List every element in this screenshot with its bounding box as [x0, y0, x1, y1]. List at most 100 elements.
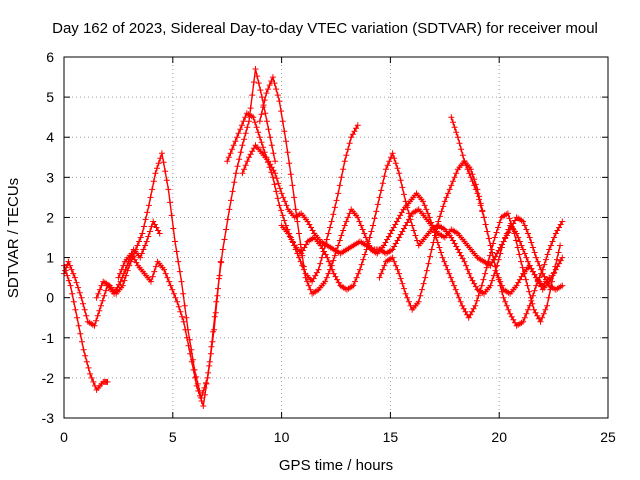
data-point-marker	[67, 282, 74, 289]
data-point-marker	[487, 282, 494, 289]
data-point-marker	[553, 256, 560, 263]
data-point-marker	[170, 290, 177, 297]
data-point-marker	[493, 229, 500, 236]
data-point-marker	[451, 282, 457, 289]
x-tick-label: 10	[274, 429, 290, 445]
data-point-marker	[229, 146, 236, 153]
data-point-marker	[180, 290, 187, 297]
data-point-marker	[394, 165, 401, 172]
data-point-marker	[533, 282, 540, 289]
series-layer	[61, 66, 566, 409]
data-point-marker	[376, 194, 383, 201]
data-point-marker	[358, 261, 365, 268]
data-point-marker	[237, 149, 244, 156]
data-point-marker	[325, 258, 332, 265]
data-point-marker	[381, 262, 388, 269]
data-point-marker	[181, 302, 188, 309]
data-point-marker	[147, 194, 154, 201]
data-point-marker	[471, 182, 478, 189]
data-point-marker	[140, 246, 147, 253]
data-point-marker	[145, 233, 152, 240]
data-point-marker	[74, 314, 81, 321]
data-point-marker	[541, 261, 548, 268]
data-point-marker	[474, 190, 481, 197]
data-point-marker	[317, 260, 324, 267]
data-point-marker	[354, 214, 361, 221]
data-point-marker	[401, 285, 407, 292]
x-axis-label: GPS time / hours	[279, 457, 393, 474]
data-point-marker	[278, 207, 285, 214]
series-track-c	[93, 150, 224, 401]
data-point-marker	[559, 282, 566, 289]
data-point-marker	[481, 214, 487, 221]
plot-frame	[63, 56, 609, 419]
data-point-marker	[514, 244, 521, 251]
data-point-marker	[179, 313, 185, 320]
data-point-marker	[338, 174, 345, 181]
data-point-marker	[127, 258, 134, 265]
data-point-marker	[356, 266, 363, 273]
data-point-marker	[273, 188, 280, 195]
data-point-marker	[396, 270, 403, 277]
data-point-marker	[172, 238, 178, 245]
data-point-marker	[71, 274, 78, 281]
data-point-marker	[115, 274, 122, 281]
data-point-marker	[75, 284, 82, 291]
data-point-marker	[503, 230, 510, 237]
data-point-marker	[279, 212, 286, 219]
data-point-marker	[451, 174, 458, 181]
data-point-marker	[269, 74, 276, 81]
data-point-marker	[235, 130, 242, 137]
data-point-marker	[456, 249, 463, 256]
y-tick-label: 5	[46, 89, 54, 105]
data-point-marker	[540, 310, 547, 317]
data-point-marker	[165, 186, 172, 193]
data-point-marker	[65, 277, 72, 284]
data-point-marker	[195, 387, 202, 394]
data-point-marker	[374, 201, 381, 208]
data-point-marker	[485, 258, 492, 265]
data-point-marker	[549, 238, 556, 245]
data-point-marker	[392, 160, 399, 167]
data-point-marker	[446, 270, 453, 277]
data-point-marker	[383, 166, 389, 173]
data-point-marker	[478, 282, 485, 289]
x-tick-label: 15	[383, 429, 399, 445]
data-point-marker	[324, 254, 331, 261]
data-point-marker	[521, 222, 528, 229]
data-point-marker	[81, 306, 88, 313]
data-point-marker	[483, 264, 490, 271]
data-point-marker	[265, 126, 272, 133]
data-point-marker	[440, 203, 447, 210]
data-point-marker	[365, 240, 372, 247]
data-point-marker	[518, 258, 524, 265]
data-point-marker	[262, 110, 269, 117]
data-point-marker	[132, 246, 139, 253]
data-point-marker	[173, 248, 180, 255]
data-point-marker	[524, 282, 531, 289]
data-point-marker	[154, 165, 160, 172]
data-point-marker	[190, 366, 197, 373]
data-point-marker	[93, 294, 100, 301]
data-point-marker	[69, 290, 76, 297]
data-point-marker	[456, 140, 463, 147]
data-point-marker	[497, 278, 504, 285]
data-point-marker	[528, 297, 535, 304]
data-point-marker	[328, 218, 335, 225]
data-point-marker	[327, 262, 334, 269]
data-point-marker	[198, 398, 205, 404]
data-point-marker	[519, 264, 526, 271]
data-point-marker	[322, 278, 329, 285]
data-point-marker	[439, 254, 446, 261]
data-point-marker	[167, 282, 174, 289]
data-point-marker	[134, 242, 141, 249]
data-point-marker	[528, 239, 535, 246]
data-point-marker	[420, 280, 427, 287]
data-point-marker	[543, 256, 549, 263]
data-point-marker	[378, 187, 385, 194]
chart-title: Day 162 of 2023, Sidereal Day-to-day VTE…	[52, 20, 598, 37]
data-point-marker	[170, 225, 177, 232]
data-point-marker	[166, 278, 172, 285]
data-point-marker	[547, 286, 554, 293]
data-point-marker	[123, 272, 129, 279]
